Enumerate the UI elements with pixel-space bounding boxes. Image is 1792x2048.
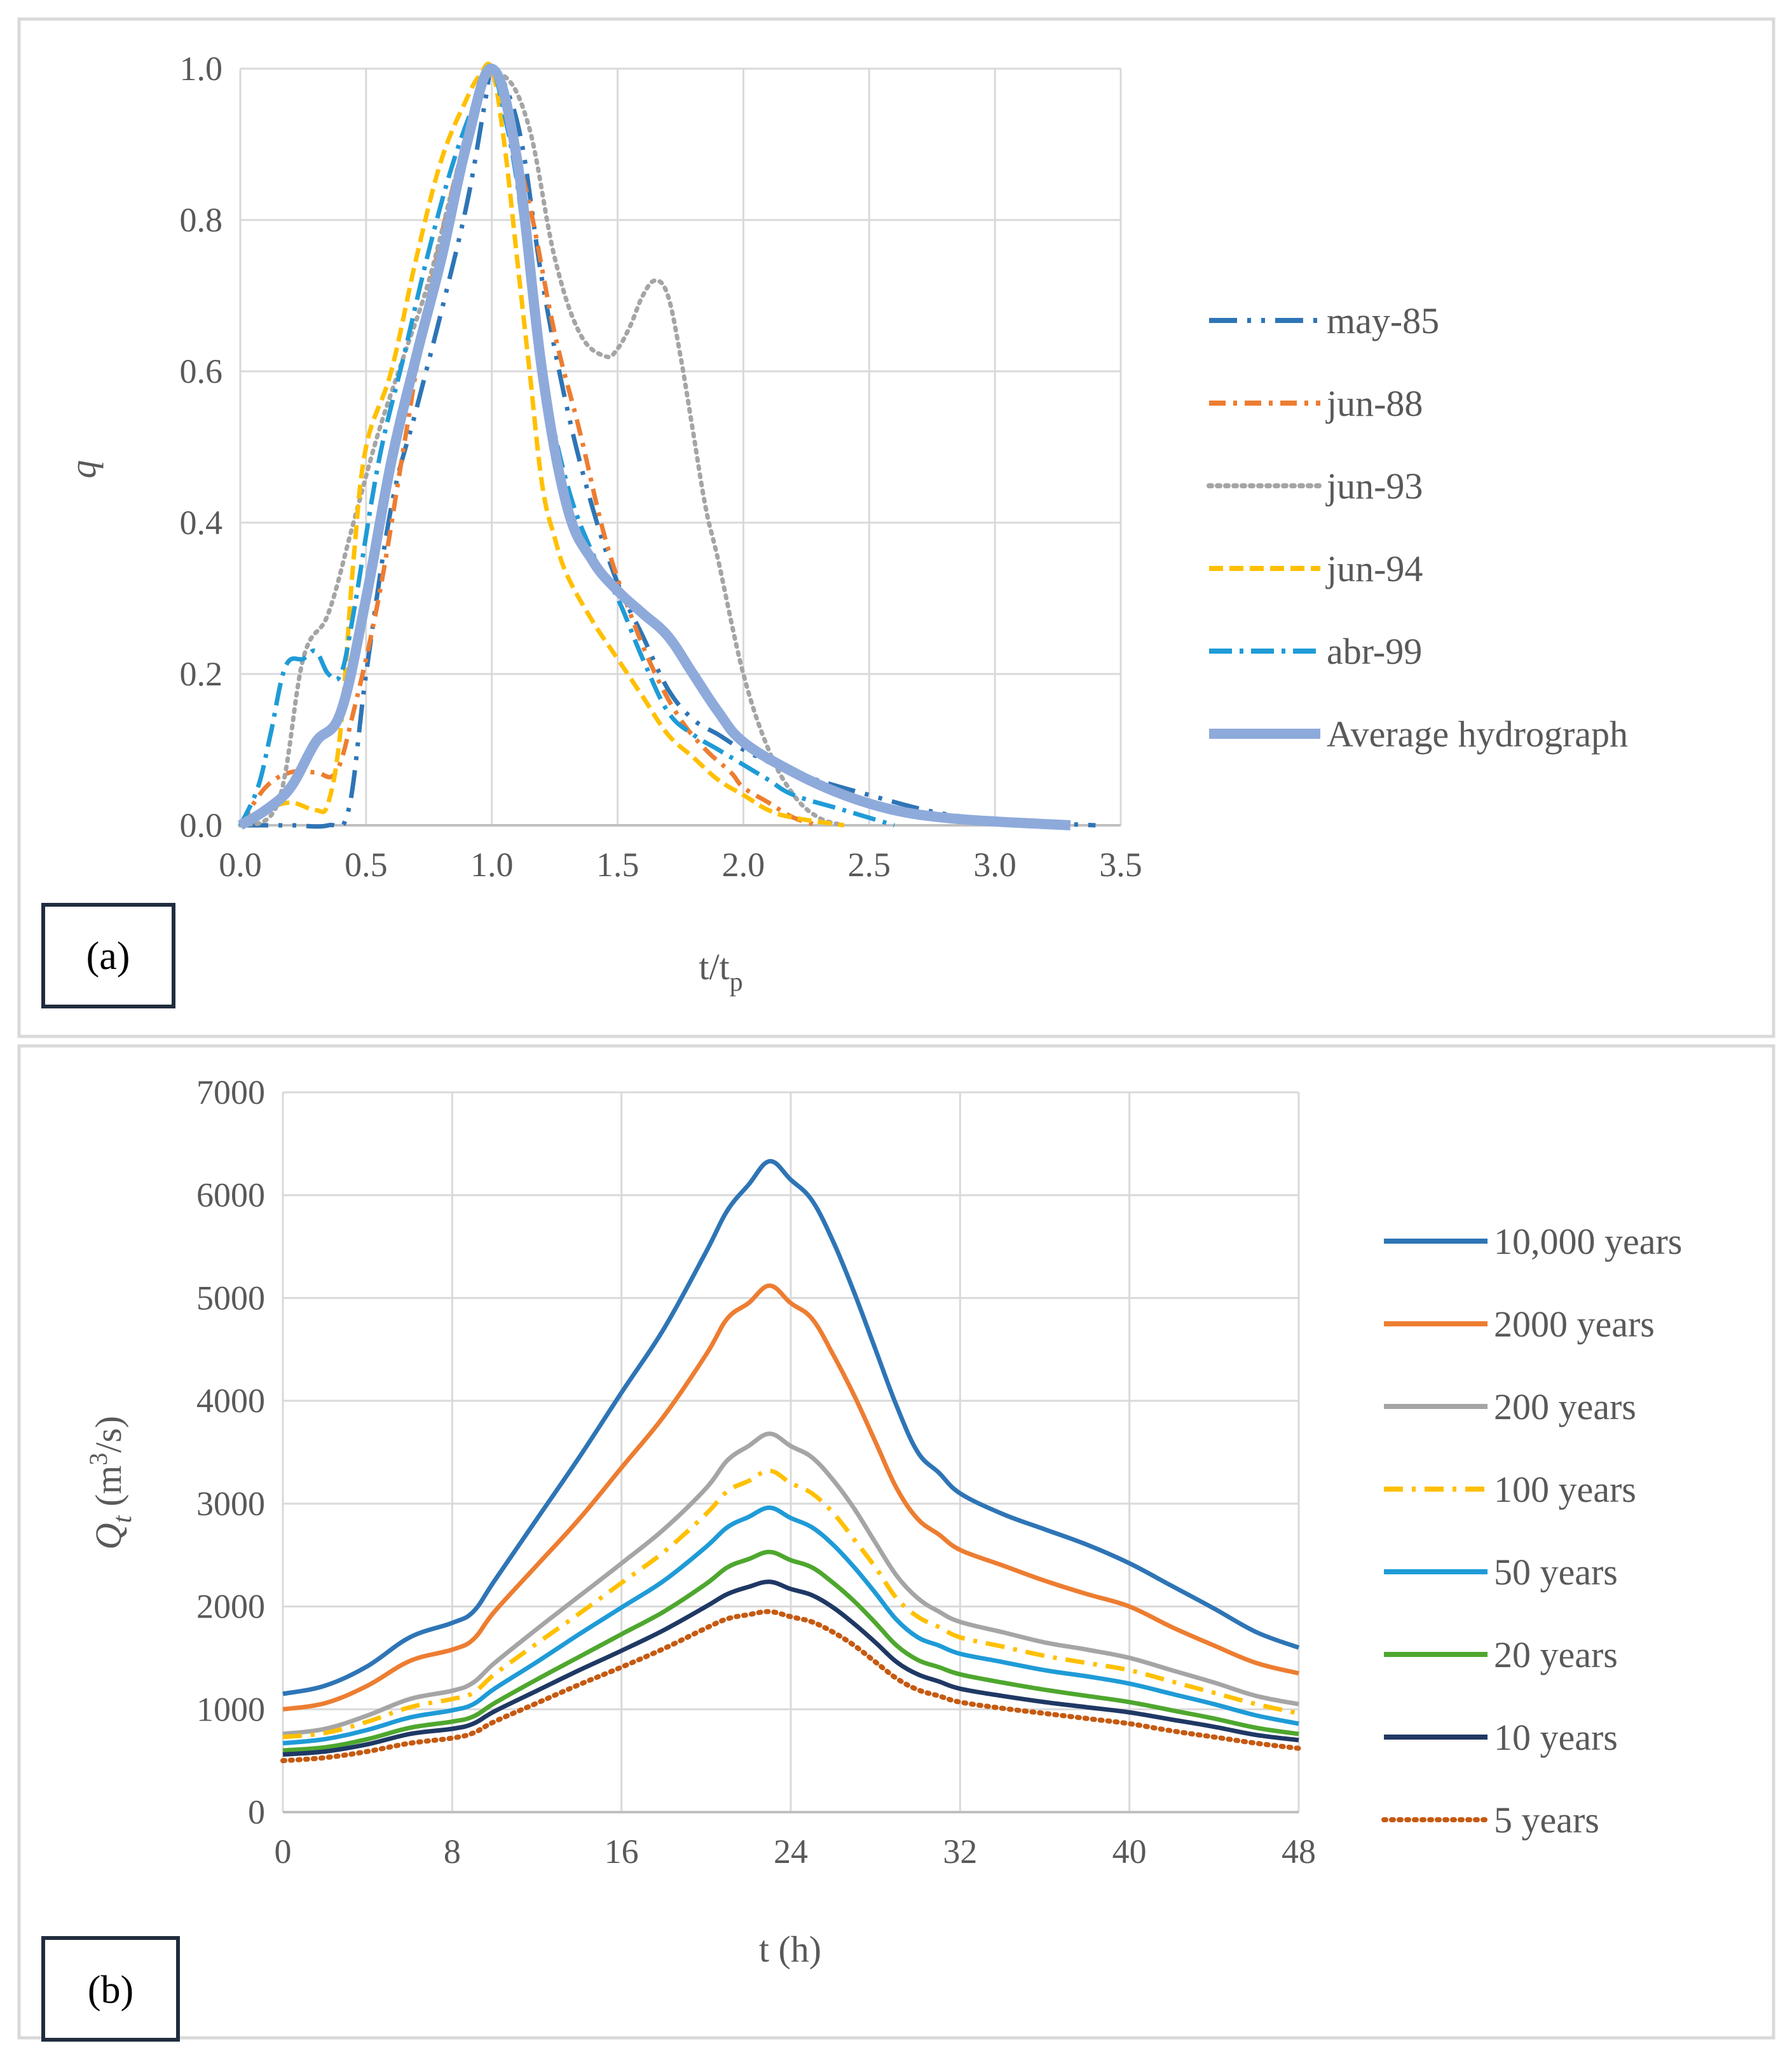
panel-b-label-box — [41, 1936, 180, 2042]
b-legend-label: 50 years — [1494, 1551, 1618, 1593]
chart-a-x-axis-title: t/tp — [699, 946, 742, 997]
b-legend-label: 10 years — [1494, 1717, 1618, 1758]
b-legend-label: 10,000 years — [1494, 1221, 1682, 1262]
a-y-tick-label: 0.2 — [180, 655, 223, 693]
b-x-tick-label: 40 — [1112, 1832, 1147, 1871]
chart-b-x-axis-title: t (h) — [759, 1928, 821, 1970]
chart-a: 0.0 0.2 0.4 0.6 0.8 1.0 0.0 0.5 1.0 1.5 2.0 2.5 3.0… — [41, 50, 1628, 1008]
panel-b-frame — [17, 1044, 1775, 2040]
chart-b-y-axis-title: Qt (m3/s) — [84, 1416, 137, 1550]
chart-a-y-tick-labels: 0.0 0.2 0.4 0.6 0.8 1.0 — [180, 50, 223, 844]
b-y-tick-label: 7000 — [196, 1073, 265, 1111]
chart-b-legend: 10,000 years 2000 years 200 years 100 years… — [1381, 1221, 1682, 1841]
a-legend-label: jun-94 — [1325, 548, 1423, 589]
a-legend-label: Average hydrograph — [1327, 713, 1628, 755]
b-series-line — [282, 1505, 1299, 1746]
chart-a-y-axis-title: q — [62, 460, 104, 479]
chart-b-y-tick-labels: 0 1000 2000 3000 4000 5000 6000 7000 — [196, 1073, 265, 1831]
a-x-tick-label: 1.5 — [596, 846, 640, 884]
b-x-tick-label: 0 — [275, 1832, 292, 1871]
b-x-tick-label: 48 — [1282, 1832, 1316, 1871]
b-x-tick-label: 16 — [605, 1832, 639, 1871]
a-y-tick-label: 0.6 — [180, 352, 223, 390]
a-y-tick-label: 0.0 — [180, 806, 223, 844]
b-series-line — [282, 1579, 1299, 1757]
a-series-line — [238, 65, 895, 828]
panel-a-label-box — [41, 903, 175, 1008]
b-series-line — [282, 1550, 1299, 1753]
panel-a-label: (a) — [86, 935, 130, 978]
b-y-tick-label: 1000 — [196, 1690, 265, 1728]
a-y-tick-label: 0.4 — [180, 504, 223, 542]
b-legend-label: 20 years — [1494, 1634, 1618, 1675]
a-legend-label: jun-88 — [1325, 383, 1423, 424]
b-series-line — [280, 1609, 1301, 1764]
a-series-line — [237, 64, 1071, 830]
a-x-tick-label: 3.0 — [973, 846, 1016, 884]
b-x-tick-label: 8 — [444, 1832, 461, 1871]
a-x-tick-label: 2.0 — [722, 846, 765, 884]
a-legend-label: may-85 — [1327, 300, 1439, 341]
b-x-tick-label: 32 — [943, 1832, 977, 1871]
a-x-tick-label: 0.0 — [219, 846, 262, 884]
a-y-tick-label: 0.8 — [180, 201, 223, 239]
b-y-tick-label: 3000 — [196, 1485, 265, 1523]
b-y-tick-label: 5000 — [196, 1279, 265, 1317]
a-x-tick-label: 1.0 — [470, 846, 514, 884]
chart-a-series — [237, 62, 1096, 830]
a-legend-label: jun-93 — [1325, 465, 1423, 507]
chart-b: 0 1000 2000 3000 4000 5000 6000 7000 0 8 16 24 32 40… — [41, 1073, 1682, 2042]
chart-a-legend: may-85 jun-88 jun-93 jun-94 abr-99 Average hy… — [1207, 300, 1628, 755]
b-y-tick-label: 4000 — [196, 1382, 265, 1420]
panel-a-frame — [17, 17, 1775, 1038]
a-x-tick-label: 0.5 — [345, 846, 388, 884]
a-series-line — [238, 71, 847, 828]
b-series-line — [282, 1283, 1299, 1712]
b-legend-label: 5 years — [1494, 1799, 1599, 1841]
b-series-line — [282, 1158, 1300, 1696]
b-legend-label: 100 years — [1494, 1469, 1636, 1510]
chart-b-x-tick-labels: 0 8 16 24 32 40 48 — [275, 1832, 1317, 1871]
a-x-tick-label: 3.5 — [1099, 846, 1142, 884]
b-x-tick-label: 24 — [774, 1832, 808, 1871]
a-x-tick-label: 2.5 — [848, 846, 891, 884]
chart-b-series — [280, 1158, 1301, 1764]
a-legend-label: abr-99 — [1327, 631, 1422, 672]
panel-b-label: (b) — [88, 1969, 133, 2012]
b-series-line — [282, 1431, 1299, 1736]
a-y-tick-label: 1.0 — [180, 50, 223, 88]
b-y-tick-label: 2000 — [196, 1588, 265, 1626]
b-y-tick-label: 6000 — [196, 1176, 265, 1214]
chart-a-x-tick-labels: 0.0 0.5 1.0 1.5 2.0 2.5 3.0 3.5 — [219, 846, 1142, 884]
b-y-tick-label: 0 — [248, 1793, 265, 1831]
b-legend-label: 2000 years — [1494, 1303, 1655, 1345]
b-legend-label: 200 years — [1494, 1386, 1636, 1427]
